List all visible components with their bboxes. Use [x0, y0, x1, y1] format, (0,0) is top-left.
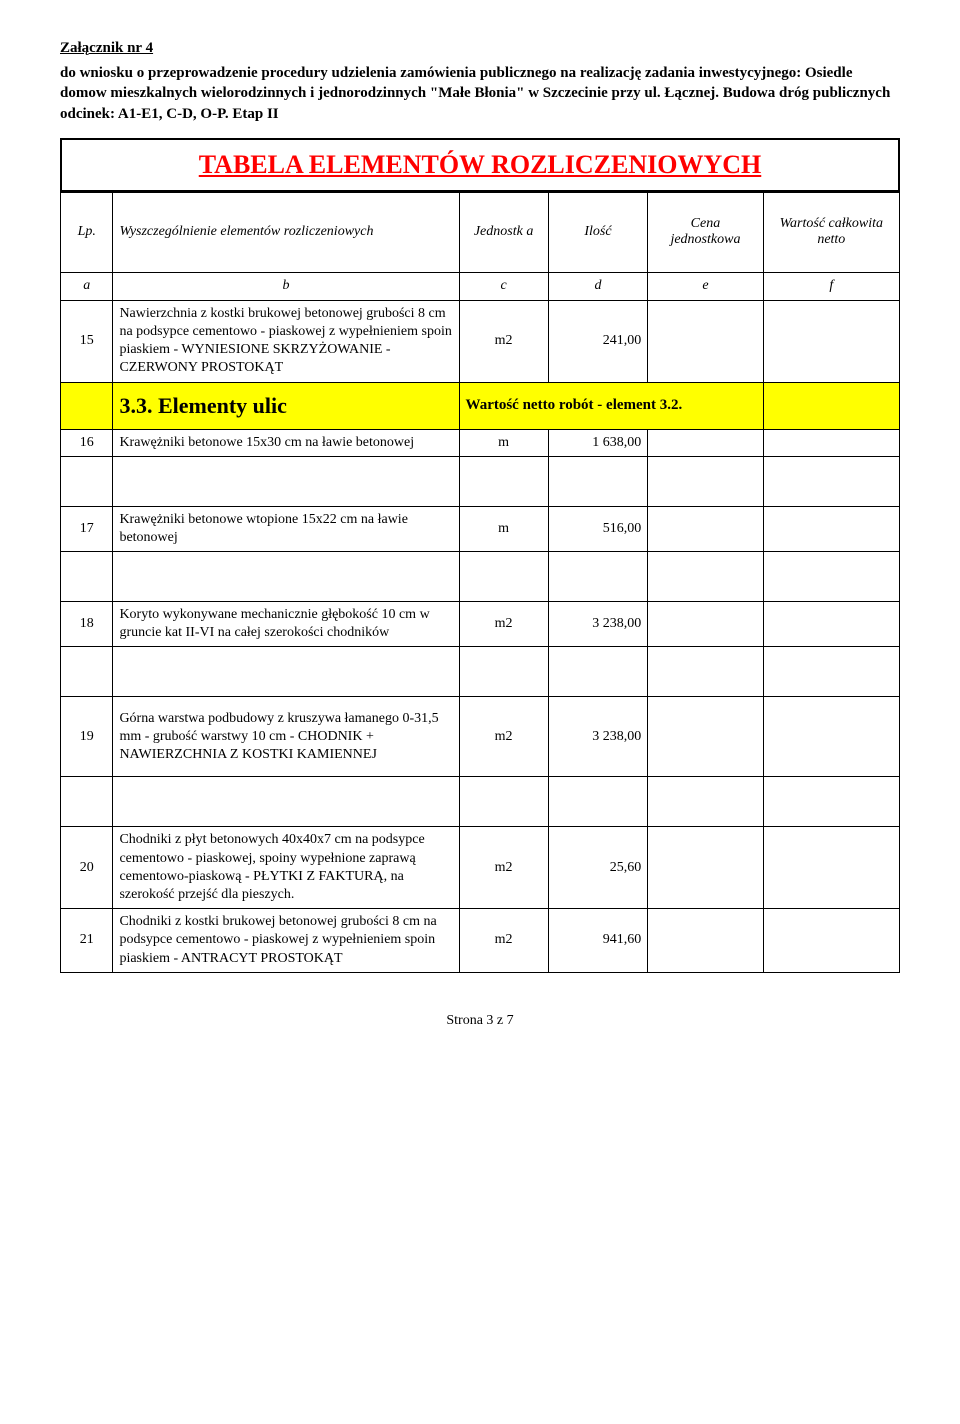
section-empty: [61, 382, 113, 429]
letter-f: f: [763, 272, 899, 300]
spacer-row: [61, 552, 900, 602]
section-value-label: Wartość netto robót - element 3.2.: [459, 382, 763, 429]
cell-total: [763, 506, 899, 551]
cell-desc: Chodniki z kostki brukowej betonowej gru…: [113, 909, 459, 973]
cell-unit: m: [459, 429, 548, 456]
col-unit: Jednostk a: [459, 192, 548, 272]
cell-desc: Górna warstwa podbudowy z kruszywa łaman…: [113, 697, 459, 777]
letter-b: b: [113, 272, 459, 300]
table-row: 15 Nawierzchnia z kostki brukowej betono…: [61, 300, 900, 382]
cell-lp: 19: [61, 697, 113, 777]
col-desc: Wyszczególnienie elementów rozliczeniowy…: [113, 192, 459, 272]
spacer-row: [61, 456, 900, 506]
section-total-empty: [763, 382, 899, 429]
page-footer: Strona 3 z 7: [60, 1013, 900, 1029]
cell-unit: m2: [459, 827, 548, 909]
cell-total: [763, 827, 899, 909]
cell-unit: m2: [459, 909, 548, 973]
table-row: 20 Chodniki z płyt betonowych 40x40x7 cm…: [61, 827, 900, 909]
cell-price: [648, 429, 763, 456]
cell-lp: 18: [61, 602, 113, 647]
col-lp: Lp.: [61, 192, 113, 272]
cell-price: [648, 506, 763, 551]
table-header-row: Lp. Wyszczególnienie elementów rozliczen…: [61, 192, 900, 272]
cell-lp: 16: [61, 429, 113, 456]
cell-price: [648, 300, 763, 382]
cell-qty: 1 638,00: [548, 429, 648, 456]
main-title: TABELA ELEMENTÓW ROZLICZENIOWYCH: [199, 150, 762, 179]
cell-lp: 21: [61, 909, 113, 973]
col-qty: Ilość: [548, 192, 648, 272]
main-title-box: TABELA ELEMENTÓW ROZLICZENIOWYCH: [60, 138, 900, 192]
table-row: 21 Chodniki z kostki brukowej betonowej …: [61, 909, 900, 973]
cell-unit: m: [459, 506, 548, 551]
cell-lp: 17: [61, 506, 113, 551]
cell-total: [763, 429, 899, 456]
cell-unit: m2: [459, 602, 548, 647]
letter-c: c: [459, 272, 548, 300]
table-row: 19 Górna warstwa podbudowy z kruszywa ła…: [61, 697, 900, 777]
letter-d: d: [548, 272, 648, 300]
cell-total: [763, 697, 899, 777]
spacer-row: [61, 777, 900, 827]
cell-desc: Koryto wykonywane mechanicznie głębokość…: [113, 602, 459, 647]
cell-qty: 241,00: [548, 300, 648, 382]
cell-price: [648, 602, 763, 647]
cell-price: [648, 697, 763, 777]
attachment-description: do wniosku o przeprowadzenie procedury u…: [60, 63, 900, 124]
cell-qty: 941,60: [548, 909, 648, 973]
cell-desc: Krawężniki betonowe 15x30 cm na ławie be…: [113, 429, 459, 456]
cell-price: [648, 909, 763, 973]
cell-qty: 516,00: [548, 506, 648, 551]
cell-qty: 25,60: [548, 827, 648, 909]
cell-total: [763, 909, 899, 973]
letter-a: a: [61, 272, 113, 300]
cell-unit: m2: [459, 300, 548, 382]
billing-table: Lp. Wyszczególnienie elementów rozliczen…: [60, 192, 900, 973]
cell-price: [648, 827, 763, 909]
table-row: 16 Krawężniki betonowe 15x30 cm na ławie…: [61, 429, 900, 456]
cell-desc: Nawierzchnia z kostki brukowej betonowej…: [113, 300, 459, 382]
attachment-title: Załącznik nr 4: [60, 40, 900, 57]
spacer-row: [61, 647, 900, 697]
cell-lp: 15: [61, 300, 113, 382]
letter-e: e: [648, 272, 763, 300]
cell-unit: m2: [459, 697, 548, 777]
cell-lp: 20: [61, 827, 113, 909]
table-row: 18 Koryto wykonywane mechanicznie głębok…: [61, 602, 900, 647]
cell-total: [763, 602, 899, 647]
cell-total: [763, 300, 899, 382]
cell-qty: 3 238,00: [548, 602, 648, 647]
cell-desc: Chodniki z płyt betonowych 40x40x7 cm na…: [113, 827, 459, 909]
cell-qty: 3 238,00: [548, 697, 648, 777]
table-row: 17 Krawężniki betonowe wtopione 15x22 cm…: [61, 506, 900, 551]
table-letter-row: a b c d e f: [61, 272, 900, 300]
section-title: 3.3. Elementy ulic: [113, 382, 459, 429]
col-price: Cena jednostkowa: [648, 192, 763, 272]
col-total: Wartość całkowita netto: [763, 192, 899, 272]
section-row: 3.3. Elementy ulic Wartość netto robót -…: [61, 382, 900, 429]
cell-desc: Krawężniki betonowe wtopione 15x22 cm na…: [113, 506, 459, 551]
